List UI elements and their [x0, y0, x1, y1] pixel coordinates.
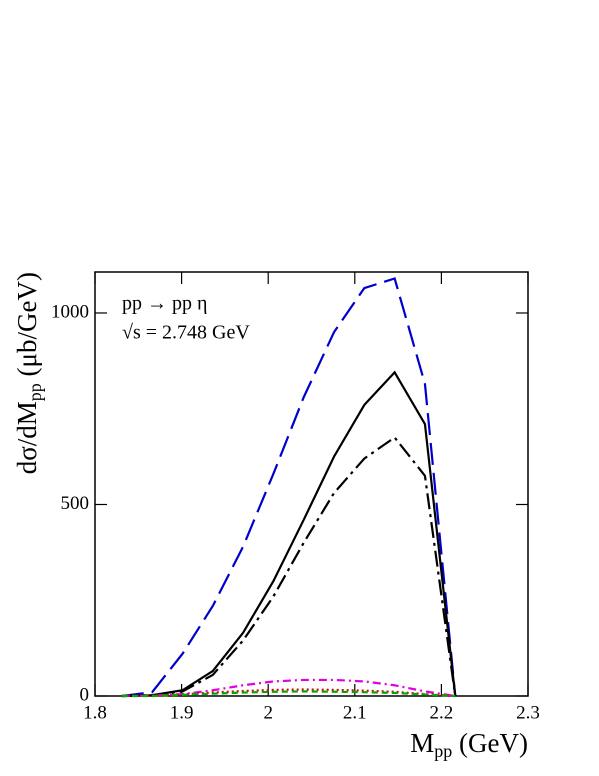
y-label-tail: (μb/GeV): [12, 272, 42, 383]
plot-frame: [94, 271, 529, 697]
x-tick-label: 2.3: [516, 702, 540, 723]
x-tick-label: 1.8: [83, 702, 107, 723]
annotation: √s = 2.748 GeV: [122, 322, 250, 344]
y-tick-label: 0: [80, 684, 90, 705]
annotation: pp → pp η: [122, 293, 207, 315]
x-tick-label: 2.2: [430, 702, 454, 723]
data-line: [121, 690, 456, 698]
y-axis-label: dσ/dMpp (μb/GeV): [12, 272, 45, 474]
x-label-sub: pp: [434, 741, 452, 761]
y-label-main: dσ/dM: [12, 401, 42, 474]
y-tick-label: 500: [61, 493, 90, 514]
data-line: [121, 277, 457, 698]
y-label-sub: pp: [25, 383, 45, 401]
x-label-main: M: [410, 728, 434, 758]
x-tick-label: 2: [263, 702, 273, 723]
data-line: [121, 435, 457, 698]
y-tick-label: 1000: [51, 301, 89, 322]
x-tick-label: 1.9: [170, 702, 194, 723]
x-label-tail: (GeV): [452, 728, 528, 758]
data-line: [121, 370, 457, 698]
x-axis-label: Mpp (GeV): [410, 728, 528, 761]
x-tick-label: 2.1: [343, 702, 367, 723]
